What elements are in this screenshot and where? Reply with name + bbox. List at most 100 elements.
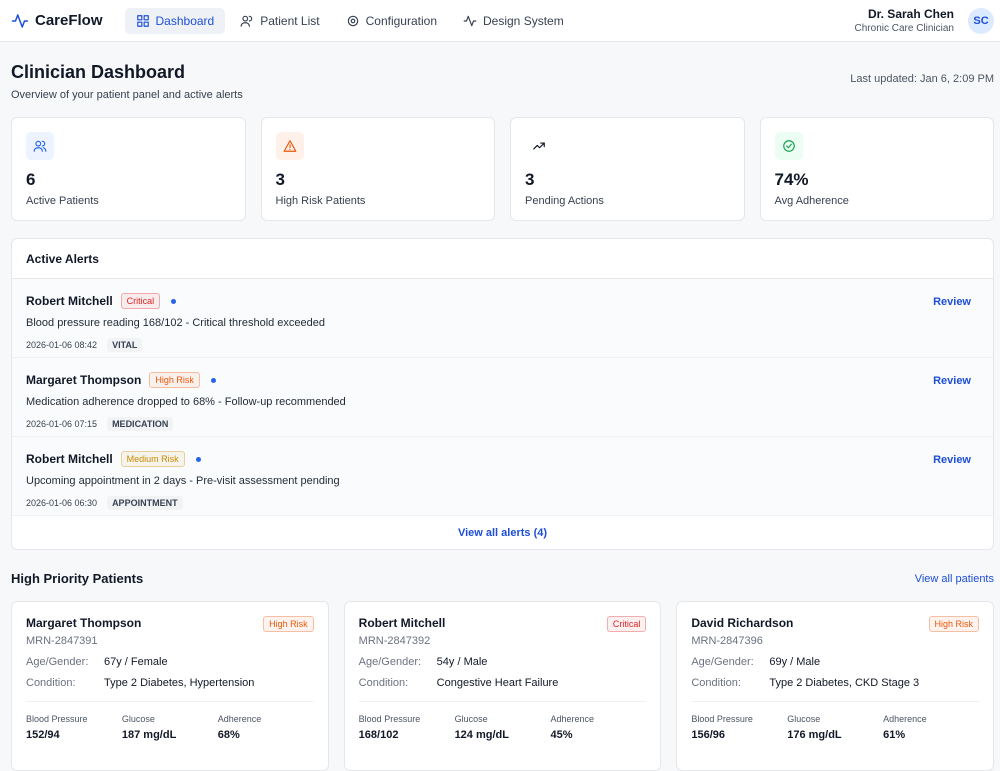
brand-icon — [11, 12, 29, 30]
stats-row: 6 Active Patients 3 High Risk Patients 3 Pend… — [0, 117, 1000, 221]
unread-dot — [171, 298, 177, 304]
brand-name: CareFlow — [35, 12, 103, 29]
metric-value: 61% — [883, 729, 906, 741]
top-nav: CareFlow Dashboard Patient List Configurati… — [0, 0, 1000, 42]
field-value: 69y / Male — [769, 656, 821, 668]
stat-icon — [525, 132, 553, 160]
risk-badge: Critical — [120, 293, 161, 309]
risk-badge: High Risk — [928, 616, 980, 632]
metric: Blood Pressure 168/102 — [359, 714, 455, 741]
field-label: Condition: — [358, 677, 409, 689]
metric: Glucose 124 mg/dL — [455, 714, 551, 741]
patient-mrn: MRN-2847392 — [358, 635, 431, 647]
body: CareFlow Dashboard Patient List Configurati… — [0, 7, 1000, 771]
metric-value: 124 mg/dL — [454, 729, 509, 741]
stat-icon — [774, 132, 803, 160]
alert-head: Robert Mitchell Medium Risk — [26, 451, 979, 467]
nav-item[interactable]: Design System — [452, 8, 575, 34]
metric: Blood Pressure 152/94 — [26, 714, 122, 741]
stat-card: 74% Avg Adherence — [759, 117, 994, 221]
patient-field: Age/Gender: 54y / Male — [359, 656, 647, 668]
brand[interactable]: CareFlow — [11, 12, 103, 30]
stat-card: 6 Active Patients — [11, 117, 246, 221]
alert-item: Margaret Thompson High Risk Medication adh… — [12, 358, 993, 437]
metric-value: 176 mg/dL — [787, 729, 842, 741]
patient-field: Condition: Type 2 Diabetes, Hypertension — [26, 677, 314, 689]
nav-label: Dashboard — [155, 13, 215, 28]
patient-card[interactable]: Margaret Thompson High Risk MRN-2847391 Age… — [11, 601, 329, 771]
alert-meta: 2026-01-06 06:30 APPOINTMENT — [26, 496, 979, 510]
patient-metrics: Blood Pressure 152/94 Glucose 187 mg/dL Adhe… — [26, 701, 314, 741]
risk-badge: Medium Risk — [120, 451, 185, 467]
field-label: Age/Gender: — [691, 656, 754, 668]
stat-value: 3 — [275, 170, 285, 189]
field-value: Type 2 Diabetes, CKD Stage 3 — [769, 677, 920, 689]
metric: Adherence 68% — [218, 714, 314, 741]
field-label: Age/Gender: — [26, 656, 89, 668]
user-role: Chronic Care Clinician — [854, 23, 954, 34]
metric-label: Blood Pressure — [26, 714, 88, 724]
alert-item: Robert Mitchell Critical Blood pressure re… — [12, 279, 993, 358]
stat-value: 6 — [26, 170, 36, 189]
page-title: Clinician Dashboard — [11, 62, 186, 82]
patient-field: Age/Gender: 69y / Male — [691, 656, 979, 668]
stat-icon — [26, 132, 54, 160]
review-link[interactable]: Review — [933, 454, 971, 466]
stat-icon — [275, 132, 304, 160]
alert-tag: APPOINTMENT — [107, 496, 183, 510]
risk-badge: High Risk — [263, 616, 314, 632]
stat-value: 74% — [774, 170, 809, 189]
page-subtitle: Overview of your patient panel and activ… — [11, 89, 243, 101]
metric-label: Blood Pressure — [691, 714, 753, 724]
patient-field: Age/Gender: 67y / Female — [26, 656, 314, 668]
section-header: High Priority Patients View all patients — [11, 570, 994, 587]
patient-name: David Richardson — [691, 616, 794, 630]
alert-head: Margaret Thompson High Risk — [26, 372, 979, 388]
patient-mrn: MRN-2847396 — [691, 635, 763, 647]
page: CareFlow { "nav": {"brand": "CareFlow", … — [0, 7, 1000, 771]
metric: Blood Pressure 156/96 — [691, 714, 787, 741]
avatar[interactable]: SC — [968, 7, 994, 34]
stat-card: 3 High Risk Patients — [260, 117, 495, 221]
metric: Glucose 187 mg/dL — [122, 714, 218, 741]
nav-item[interactable]: Patient List — [229, 8, 330, 34]
alert-time: 2026-01-06 06:30 — [26, 498, 98, 508]
metric: Glucose 176 mg/dL — [787, 714, 883, 741]
patient-cards: Margaret Thompson High Risk MRN-2847391 Age… — [11, 601, 995, 771]
metric: Adherence 45% — [550, 714, 646, 741]
patient-card[interactable]: David Richardson High Risk MRN-2847396 Age/… — [676, 601, 995, 771]
metric-label: Glucose — [787, 714, 821, 724]
review-link[interactable]: Review — [933, 296, 971, 308]
patient-metrics: Blood Pressure 156/96 Glucose 176 mg/dL Adhe… — [691, 701, 980, 741]
stat-label: High Risk Patients — [275, 195, 366, 207]
nav-icon — [136, 14, 150, 28]
alert-message: Upcoming appointment in 2 days - Pre-vis… — [26, 475, 340, 487]
page-header: Clinician Dashboard Overview of your pati… — [0, 42, 1000, 117]
metric-value: 68% — [217, 729, 240, 741]
unread-dot — [195, 456, 201, 462]
review-link[interactable]: Review — [933, 375, 971, 387]
patient-mrn: MRN-2847391 — [26, 635, 98, 647]
nav-icon — [346, 14, 360, 28]
last-updated: Last updated: Jan 6, 2:09 PM — [850, 73, 994, 85]
field-label: Condition: — [26, 677, 76, 689]
metric-value: 156/96 — [691, 729, 725, 741]
nav-label: Configuration — [365, 13, 437, 28]
patient-name: Robert Mitchell — [26, 452, 113, 466]
alert-message: Medication adherence dropped to 68% - Fo… — [26, 396, 346, 408]
stat-label: Avg Adherence — [774, 195, 849, 207]
alerts-panel: Active Alerts Robert Mitchell Critical Bloo… — [11, 238, 994, 550]
view-all-patients[interactable]: View all patients — [914, 572, 994, 585]
alert-time: 2026-01-06 07:15 — [26, 419, 98, 429]
metric-label: Blood Pressure — [358, 714, 421, 724]
alert-tag: VITAL — [107, 338, 143, 352]
section-title: High Priority Patients — [11, 571, 144, 586]
nav-item[interactable]: Dashboard — [124, 7, 226, 34]
risk-badge: Critical — [606, 616, 647, 632]
patient-name: Robert Mitchell — [358, 616, 446, 630]
view-all-alerts[interactable]: View all alerts (4) — [457, 526, 548, 539]
nav-item[interactable]: Configuration — [335, 8, 448, 34]
patient-card[interactable]: Robert Mitchell Critical MRN-2847392 Age/Ge… — [343, 601, 662, 771]
stat-label: Active Patients — [26, 195, 99, 207]
